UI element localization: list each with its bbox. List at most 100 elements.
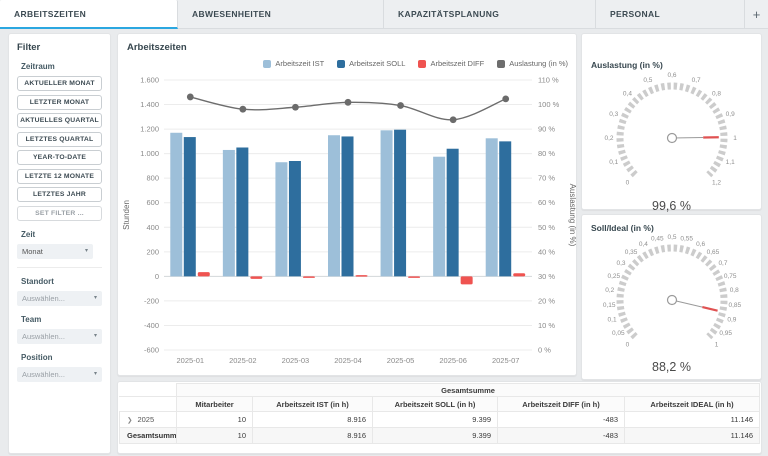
legend-swatch [337,59,346,68]
team-select-value: Auswählen... [22,331,65,341]
svg-text:1.000: 1.000 [140,149,159,158]
filter-title: Filter [17,42,41,53]
chevron-down-icon: ▾ [93,295,97,301]
table-cell: 10 [176,427,253,444]
legend-item-arbeitszeit-soll[interactable]: Arbeitszeit SOLL [337,59,405,68]
svg-text:0,4: 0,4 [638,241,647,248]
row-label-cell[interactable]: ❯ 2025 [119,411,177,428]
svg-text:2025-03: 2025-03 [282,356,310,365]
svg-text:-400: -400 [144,321,159,330]
filter-button-letztes-quartal[interactable]: LETZTES QUARTAL [17,131,102,147]
summary-table: Gesamtsumme Mitarbeiter Arbeitszeit IST (i… [119,383,761,444]
table-cell: 11.146 [623,411,761,428]
table-corner-cell [119,396,177,412]
chart-title: Arbeitszeiten [127,42,187,53]
filter-button-aktuelles-quartal[interactable]: AKTUELLES QUARTAL [17,113,102,128]
tab-abwesenheiten[interactable]: ABWESENHEITEN [178,0,384,29]
svg-text:0,8: 0,8 [712,90,721,97]
table-row: Gesamtsumme 10 8.916 9.399 -483 11.146 [119,427,761,444]
filter-button-letztes-jahr[interactable]: LETZTES JAHR [17,187,102,202]
chart-legend: Arbeitszeit IST Arbeitszeit SOLL Arbeitsze… [263,59,568,68]
legend-label: Auslastung (in %) [509,59,568,68]
row-label: 2025 [137,415,155,424]
svg-text:0,35: 0,35 [624,249,637,256]
position-select-value: Auswählen... [22,369,65,379]
table-cell: 8.916 [252,411,373,428]
svg-text:0,6: 0,6 [667,72,676,79]
svg-text:Stunden: Stunden [122,200,131,230]
position-label: Position [21,352,53,362]
svg-text:0: 0 [625,180,629,187]
svg-text:1: 1 [733,135,737,142]
gauge-value: 88,2 % [652,360,691,374]
column-header-arbeitszeit-ideal-in-h: Arbeitszeit IDEAL (in h) [623,396,761,412]
legend-item-arbeitszeit-diff[interactable]: Arbeitszeit DIFF [418,59,484,68]
legend-label: Arbeitszeit IST [275,59,325,68]
tab-bar: ARBEITSZEITEN ABWESENHEITEN KAPAZITÄTSPLAN… [0,0,768,29]
arbeitszeiten-chart-panel: Arbeitszeiten Arbeitszeit IST Arbeitszeit… [117,33,577,376]
svg-text:0,7: 0,7 [718,260,727,267]
legend-item-auslastung-in[interactable]: Auslastung (in %) [497,59,568,68]
svg-text:1,1: 1,1 [725,159,734,166]
divider [17,266,102,268]
svg-text:0,65: 0,65 [706,249,719,256]
tab-kapazit-tsplanung[interactable]: KAPAZITÄTSPLANUNG [384,0,596,29]
svg-text:0,9: 0,9 [725,111,734,118]
svg-text:400: 400 [146,223,159,232]
tab-arbeitszeiten[interactable]: ARBEITSZEITEN [0,0,178,29]
summary-table-panel: Gesamtsumme Mitarbeiter Arbeitszeit IST (i… [117,381,762,454]
svg-text:0,4: 0,4 [622,90,631,97]
add-tab-button[interactable]: + [745,0,768,29]
preset-button-group: AKTUELLER MONAT LETZTER MONAT AKTUELLES QU… [17,76,102,202]
set-filter-button[interactable]: SET FILTER ... [17,205,102,221]
soll-ideal-gauge-panel: Soll/Ideal (in %) 0 0,05 0,1 0,15 0,2 0,25 0,3… [581,214,762,380]
svg-text:0,2: 0,2 [605,287,614,294]
soll-ideal-gauge: 00,05 0,1 0,15 0,2 0,25 0,3 0,350,40,45 0,5 0,55… [602,234,741,349]
svg-text:0,85: 0,85 [728,302,741,309]
svg-text:1: 1 [714,342,718,349]
position-select[interactable]: Auswählen... ▾ [17,366,102,382]
row-label: Gesamtsumme [127,431,177,440]
svg-text:0,1: 0,1 [607,316,616,323]
auslastung-gauge-panel: Auslastung (in %) 0 0,1 0,2 0,3 0,4 0,5 0,6 0,7… [581,33,762,213]
svg-text:0,8: 0,8 [729,287,738,294]
svg-text:0,55: 0,55 [680,236,693,243]
svg-text:90 %: 90 % [538,125,555,134]
legend-item-arbeitszeit-ist[interactable]: Arbeitszeit IST [263,59,324,68]
gauge-title: Auslastung (in %) [591,60,663,70]
svg-text:-600: -600 [144,346,159,355]
filter-button-letzter-monat[interactable]: LETZTER MONAT [17,94,102,110]
legend-swatch [263,59,272,68]
svg-text:110 %: 110 % [538,76,559,85]
column-header-mitarbeiter: Mitarbeiter [176,396,253,412]
filter-button-year-to-date[interactable]: YEAR-TO-DATE [17,150,102,165]
team-label: Team [21,314,42,324]
bar-line-chart[interactable]: 1.600 110 % 1.400 100 % 1.200 90 % 1.000 80 % 80… [120,68,576,372]
svg-text:10 %: 10 % [538,321,555,330]
svg-text:0,9: 0,9 [727,316,736,323]
svg-text:0,6: 0,6 [696,241,705,248]
zeit-select-value: Monat [22,246,43,256]
svg-text:0,1: 0,1 [609,159,618,166]
svg-text:0 %: 0 % [538,346,551,355]
svg-text:0: 0 [625,342,629,349]
expand-row-icon[interactable]: ❯ [127,417,133,424]
svg-text:Auslastung (in %): Auslastung (in %) [568,184,576,247]
svg-text:30 %: 30 % [538,272,555,281]
svg-text:0,25: 0,25 [607,273,620,280]
tab-personal[interactable]: PERSONAL [596,0,745,29]
table-cell: 9.399 [372,427,498,444]
zeit-select[interactable]: Monat ▾ [17,243,93,259]
filter-button-aktueller-monat[interactable]: AKTUELLER MONAT [17,76,102,91]
standort-select[interactable]: Auswählen... ▾ [17,290,102,306]
svg-text:2025-04: 2025-04 [334,356,362,365]
filter-button-letzte-12-monate[interactable]: LETZTE 12 MONATE [17,168,102,184]
svg-text:1.600: 1.600 [140,76,159,85]
filter-panel: Filter Zeitraum AKTUELLER MONAT LETZTER M… [8,33,111,454]
table-cell: 8.916 [252,427,373,444]
svg-text:2025-06: 2025-06 [439,356,467,365]
team-select[interactable]: Auswählen... ▾ [17,328,102,344]
svg-text:0,3: 0,3 [616,260,625,267]
plus-icon: + [752,6,761,22]
svg-text:2025-01: 2025-01 [177,356,205,365]
